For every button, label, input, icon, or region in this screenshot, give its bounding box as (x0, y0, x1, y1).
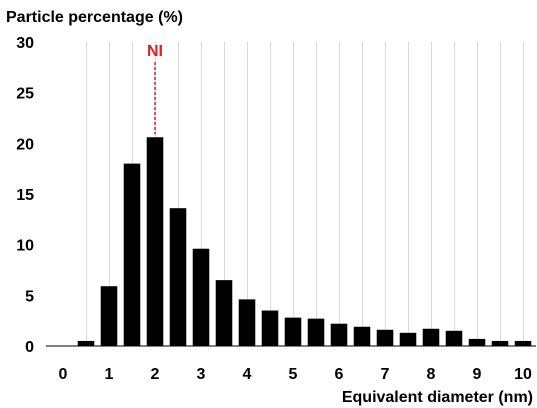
y-tick-labels: 0 5 10 15 20 25 30 (16, 35, 34, 356)
bar (100, 286, 118, 346)
bar (77, 340, 95, 346)
x-tick-label: 3 (197, 366, 206, 383)
bar (330, 323, 348, 346)
y-axis-title: Particle percentage (%) (6, 9, 183, 26)
bar (123, 163, 141, 346)
x-tick-label: 9 (473, 366, 482, 383)
y-tick-label: 5 (25, 288, 34, 305)
x-tick-label: 2 (151, 366, 160, 383)
y-tick-label: 15 (16, 187, 34, 204)
x-tick-label: 0 (59, 366, 68, 383)
x-axis-title: Equivalent diameter (nm) (342, 389, 533, 406)
bar (307, 318, 325, 346)
x-tick-label: 10 (514, 366, 532, 383)
bar (146, 137, 164, 346)
y-tick-label: 20 (16, 136, 34, 153)
bar (215, 280, 233, 346)
bar (284, 317, 302, 346)
y-tick-label: 0 (25, 339, 34, 356)
bar (238, 299, 256, 346)
bar (192, 248, 210, 346)
bar (445, 330, 463, 346)
y-tick-label: 30 (16, 35, 34, 52)
x-tick-label: 5 (289, 366, 298, 383)
bar (169, 208, 187, 346)
x-tick-label: 7 (381, 366, 390, 383)
y-tick-label: 10 (16, 238, 34, 255)
bars (77, 137, 532, 346)
bar (468, 338, 486, 346)
bar (399, 332, 417, 346)
bar (514, 340, 532, 346)
x-tick-label: 1 (105, 366, 114, 383)
x-tick-label: 4 (243, 366, 252, 383)
bar (261, 310, 279, 346)
x-tick-labels: 0 1 2 3 4 5 6 7 8 9 10 (59, 366, 532, 383)
grid-lines (86, 42, 524, 346)
x-tick-label: 8 (427, 366, 436, 383)
bar (353, 326, 371, 346)
annotation-label: NI (147, 43, 163, 60)
bar (491, 340, 509, 346)
bar (376, 329, 394, 346)
x-tick-label: 6 (335, 366, 344, 383)
y-tick-label: 25 (16, 86, 34, 103)
annotation-group: NI (147, 43, 163, 135)
bar (422, 328, 440, 346)
